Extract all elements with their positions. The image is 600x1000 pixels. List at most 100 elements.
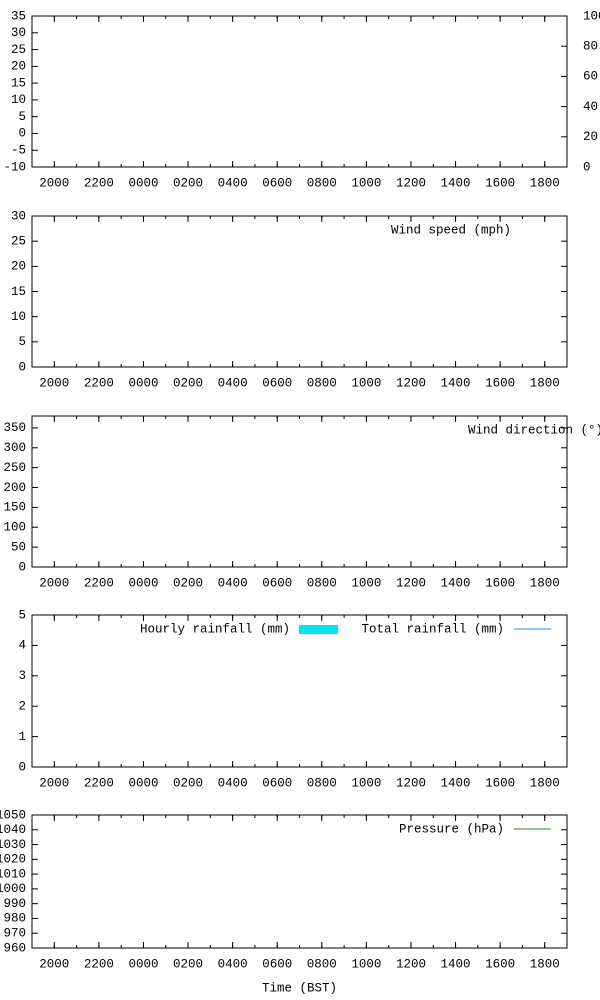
- x-tick-label: 0200: [173, 176, 203, 190]
- x-tick-label: 2000: [39, 776, 69, 790]
- x-tick-label: 1400: [441, 576, 471, 590]
- x-tick-label: 2200: [84, 957, 114, 971]
- y-tick-label: 970: [3, 927, 26, 941]
- x-tick-label: 0800: [307, 176, 337, 190]
- y-tick-label: 1040: [0, 823, 26, 837]
- x-tick-label: 0400: [218, 376, 248, 390]
- x-tick-label: 2000: [39, 176, 69, 190]
- x-tick-label: 2200: [84, 176, 114, 190]
- y-tick-label: 150: [3, 501, 26, 515]
- x-tick-label: 1200: [396, 576, 426, 590]
- x-tick-label: 2200: [84, 576, 114, 590]
- y-tick-label: 25: [11, 234, 26, 248]
- y2-tick-label: 20: [583, 130, 598, 144]
- x-tick-label: 0200: [173, 957, 203, 971]
- y-tick-label: 20: [11, 60, 26, 74]
- x-tick-label: 1200: [396, 957, 426, 971]
- y2-tick-label: 40: [583, 100, 598, 114]
- y-tick-label: 5: [18, 608, 26, 622]
- y-tick-label: 10: [11, 310, 26, 324]
- y-tick-label: 1050: [0, 808, 26, 822]
- x-tick-label: 0000: [128, 576, 158, 590]
- y-tick-label: 25: [11, 43, 26, 57]
- x-tick-label: 1200: [396, 176, 426, 190]
- x-axis-label: Time (BST): [262, 981, 337, 995]
- x-tick-label: 0000: [128, 176, 158, 190]
- x-tick-label: 1800: [530, 176, 560, 190]
- y2-tick-label: 80: [583, 39, 598, 53]
- x-tick-label: 0200: [173, 776, 203, 790]
- y-tick-label: 0: [18, 360, 26, 374]
- x-tick-label: 1600: [485, 776, 515, 790]
- x-tick-label: 0400: [218, 176, 248, 190]
- x-tick-label: 1200: [396, 376, 426, 390]
- x-tick-label: 1400: [441, 376, 471, 390]
- y-tick-label: -10: [3, 160, 26, 174]
- x-tick-label: 0000: [128, 957, 158, 971]
- y-tick-label: 1010: [0, 867, 26, 881]
- x-tick-label: 0600: [262, 576, 292, 590]
- y-tick-label: 980: [3, 912, 26, 926]
- plot-frame: [31, 215, 568, 368]
- y-tick-label: 5: [18, 335, 26, 349]
- y-tick-label: 0: [18, 127, 26, 141]
- y-tick-label: 0: [18, 760, 26, 774]
- x-tick-label: 0600: [262, 776, 292, 790]
- y-tick-label: 20: [11, 260, 26, 274]
- y2-tick-label: 0: [583, 160, 591, 174]
- y-tick-label: 1030: [0, 838, 26, 852]
- x-tick-label: 1000: [351, 957, 381, 971]
- y-tick-label: 100: [3, 521, 26, 535]
- legend-swatch: [299, 625, 338, 634]
- legend-label: Total rainfall (mm): [361, 622, 504, 636]
- x-tick-label: 1800: [530, 376, 560, 390]
- x-tick-label: 0800: [307, 776, 337, 790]
- y-tick-label: 4: [18, 639, 26, 653]
- x-tick-label: 1000: [351, 576, 381, 590]
- x-tick-label: 0200: [173, 376, 203, 390]
- y-tick-label: 3: [18, 669, 26, 683]
- x-tick-label: 1600: [485, 576, 515, 590]
- x-tick-label: 1600: [485, 957, 515, 971]
- x-tick-label: 0200: [173, 576, 203, 590]
- legend-label: Wind speed (mph): [391, 223, 511, 237]
- x-tick-label: 2200: [84, 376, 114, 390]
- x-tick-label: 0000: [128, 776, 158, 790]
- y-tick-label: 5: [18, 110, 26, 124]
- x-tick-label: 1200: [396, 776, 426, 790]
- y-tick-label: 35: [11, 9, 26, 23]
- x-tick-label: 2000: [39, 576, 69, 590]
- x-tick-label: 2000: [39, 376, 69, 390]
- x-tick-label: 0600: [262, 376, 292, 390]
- x-tick-label: 2000: [39, 957, 69, 971]
- y-tick-label: 10: [11, 93, 26, 107]
- y-tick-label: 300: [3, 441, 26, 455]
- x-tick-label: 0400: [218, 576, 248, 590]
- y-tick-label: 1000: [0, 882, 26, 896]
- y-tick-label: 250: [3, 461, 26, 475]
- y-tick-label: 960: [3, 941, 26, 955]
- y-tick-label: 50: [11, 540, 26, 554]
- x-tick-label: 0600: [262, 957, 292, 971]
- plot-frame: [31, 415, 568, 568]
- y-tick-label: -5: [11, 144, 26, 158]
- x-tick-label: 0000: [128, 376, 158, 390]
- x-tick-label: 0800: [307, 957, 337, 971]
- x-tick-label: 1600: [485, 176, 515, 190]
- x-tick-label: 1400: [441, 776, 471, 790]
- y-tick-label: 0: [18, 560, 26, 574]
- x-tick-label: 0600: [262, 176, 292, 190]
- y-tick-label: 1: [18, 730, 26, 744]
- x-tick-label: 1600: [485, 376, 515, 390]
- y-tick-label: 200: [3, 481, 26, 495]
- y2-tick-label: 100: [583, 9, 600, 23]
- plot-frame: [31, 15, 568, 168]
- x-tick-label: 1400: [441, 957, 471, 971]
- x-tick-label: 1800: [530, 576, 560, 590]
- x-tick-label: 1800: [530, 957, 560, 971]
- y-tick-label: 30: [11, 26, 26, 40]
- plot-frame: [31, 614, 568, 768]
- x-tick-label: 0800: [307, 376, 337, 390]
